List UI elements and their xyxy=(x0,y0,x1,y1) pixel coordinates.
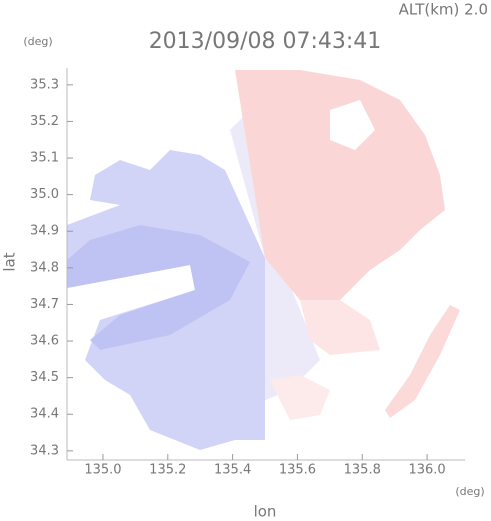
y-unit: (deg) xyxy=(23,35,52,48)
y-tick-label: 35.3 xyxy=(30,77,59,92)
receding-fringe xyxy=(270,375,330,420)
y-tick-label: 34.8 xyxy=(30,260,59,275)
x-tick-label: 135.2 xyxy=(149,463,186,478)
x-tick-label: 135.8 xyxy=(344,463,381,478)
y-tick-label: 34.4 xyxy=(30,407,59,422)
subtitle: ALT(km) 2.0 xyxy=(399,1,488,19)
y-tick-label: 35.0 xyxy=(30,187,59,202)
x-tick-label: 135.6 xyxy=(279,463,316,478)
receding-far xyxy=(385,305,460,418)
x-tick-label: 135.4 xyxy=(214,463,251,478)
y-axis-label: lat xyxy=(1,252,19,271)
receding-light xyxy=(300,300,380,355)
chart-title: 2013/09/08 07:43:41 xyxy=(149,29,382,54)
x-axis-label: lon xyxy=(254,503,277,521)
radar-field xyxy=(67,70,460,450)
x-tick-label: 136.0 xyxy=(408,463,445,478)
x-tick-label: 135.0 xyxy=(84,463,121,478)
blank-gap xyxy=(330,100,375,150)
y-tick-label: 35.2 xyxy=(30,114,59,129)
y-tick-label: 35.1 xyxy=(30,151,59,166)
y-tick-label: 34.5 xyxy=(30,370,59,385)
y-tick-label: 34.9 xyxy=(30,224,59,239)
receding-region xyxy=(235,70,445,330)
y-tick-label: 34.7 xyxy=(30,297,59,312)
x-unit: (deg) xyxy=(455,485,484,498)
y-tick-label: 34.3 xyxy=(30,443,59,458)
approaching-core xyxy=(67,225,250,350)
y-tick-label: 34.6 xyxy=(30,334,59,349)
